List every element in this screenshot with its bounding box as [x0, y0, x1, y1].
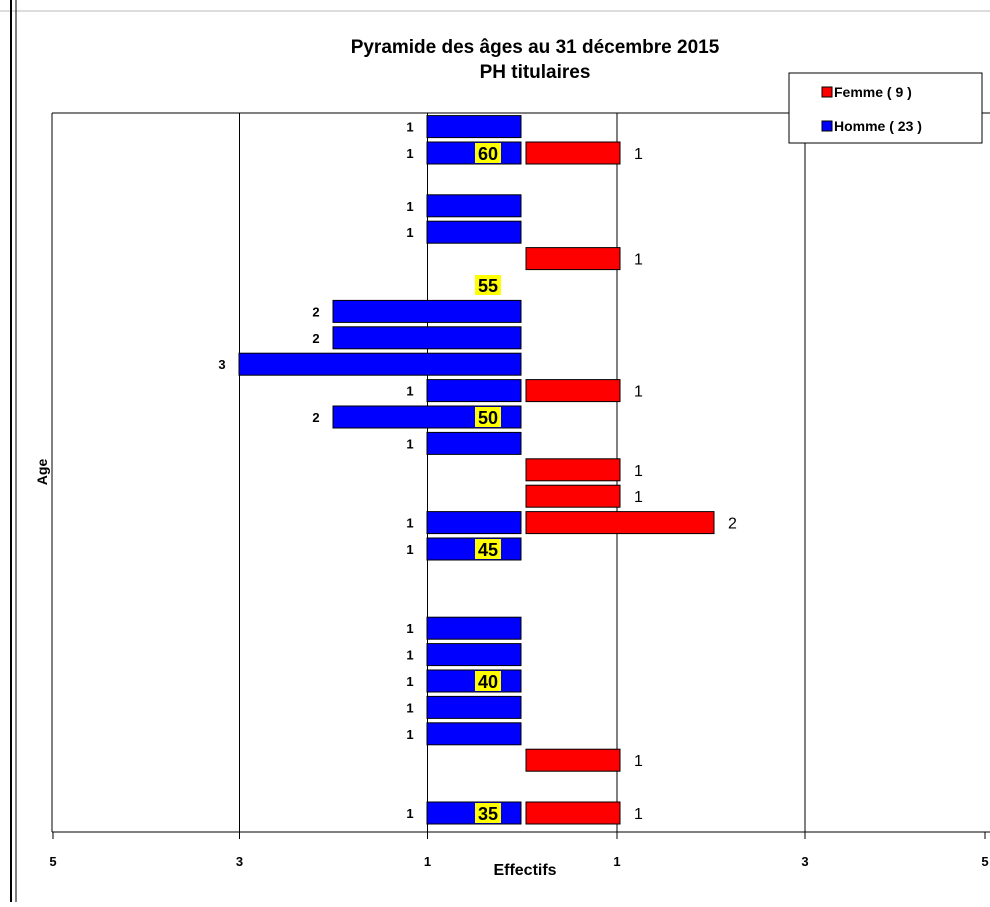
homme-value-label: 1 — [406, 225, 413, 240]
age-label-bg — [475, 539, 501, 559]
homme-value-label: 1 — [406, 648, 413, 663]
homme-bar — [426, 695, 522, 719]
homme-bar — [426, 194, 522, 218]
homme-value-label: 1 — [406, 542, 413, 557]
age-label-bg — [475, 275, 501, 295]
homme-value-label: 1 — [406, 516, 413, 531]
x-axis: 5 3 1 1 3 5 — [49, 831, 990, 869]
femme-bar — [525, 801, 621, 825]
age-label-bg — [475, 803, 501, 823]
homme-bar — [332, 299, 522, 323]
femme-value-label: 1 — [634, 753, 643, 770]
legend: Femme ( 9 ) Homme ( 23 ) — [788, 72, 983, 144]
homme-bar — [426, 643, 522, 667]
femme-bar — [525, 748, 621, 772]
homme-bar — [332, 405, 522, 429]
homme-value-label: 2 — [312, 304, 319, 319]
homme-bar — [426, 115, 522, 139]
homme-value-label: 1 — [406, 621, 413, 636]
femme-bar — [525, 484, 621, 508]
chart-subtitle: PH titulaires — [480, 62, 591, 83]
femme-value-label: 1 — [634, 384, 643, 401]
homme-bar — [426, 669, 522, 693]
age-label: 50 — [478, 408, 498, 428]
homme-bar — [426, 379, 522, 403]
homme-bar — [426, 537, 522, 561]
homme-value-label: 1 — [406, 700, 413, 715]
x-axis-title: Effectifs — [493, 862, 556, 879]
femme-bar — [525, 458, 621, 482]
x-tick-label: 3 — [236, 854, 243, 869]
age-label: 45 — [478, 540, 498, 560]
femme-value-label: 1 — [634, 489, 643, 506]
legend-swatch-femme — [821, 86, 833, 98]
homme-value-label: 2 — [312, 410, 319, 425]
legend-box — [788, 72, 983, 144]
femme-value-label: 1 — [634, 463, 643, 480]
legend-swatch-homme — [821, 120, 833, 132]
femme-value-label: 1 — [634, 146, 643, 163]
age-label-bg — [475, 407, 501, 427]
homme-bar — [426, 722, 522, 746]
femme-value-label: 1 — [634, 252, 643, 269]
legend-label-femme: Femme ( 9 ) — [834, 84, 912, 100]
age-label: 55 — [478, 276, 498, 296]
femme-value-label: 2 — [728, 516, 737, 533]
legend-label-homme: Homme ( 23 ) — [834, 118, 922, 134]
y-axis-title: Age — [34, 459, 50, 486]
x-tick-label: 5 — [49, 854, 56, 869]
age-label: 40 — [478, 672, 498, 692]
x-tick-label: 1 — [424, 854, 431, 869]
femme-value-label: 1 — [634, 806, 643, 823]
x-tick-label: 3 — [801, 854, 808, 869]
homme-value-label: 1 — [406, 674, 413, 689]
x-tick-label: 1 — [613, 854, 620, 869]
chart-title: Pyramide des âges au 31 décembre 2015 — [351, 37, 720, 58]
homme-bar — [426, 141, 522, 165]
age-label-bg — [475, 671, 501, 691]
homme-value-label: 1 — [406, 727, 413, 742]
bars-layer — [238, 115, 715, 825]
homme-bar — [426, 431, 522, 455]
femme-bar — [525, 247, 621, 271]
homme-value-label: 1 — [406, 199, 413, 214]
femme-bar — [525, 141, 621, 165]
femme-bar — [525, 379, 621, 403]
homme-value-label: 2 — [312, 331, 319, 346]
homme-value-label: 1 — [406, 384, 413, 399]
homme-value-label: 1 — [406, 436, 413, 451]
homme-bar — [426, 801, 522, 825]
homme-bar — [426, 511, 522, 535]
age-label: 35 — [478, 804, 498, 824]
homme-value-label: 1 — [406, 120, 413, 135]
homme-bar — [426, 220, 522, 244]
homme-value-label: 3 — [218, 357, 225, 372]
age-label: 60 — [478, 144, 498, 164]
homme-bar — [238, 352, 522, 376]
homme-value-label: 1 — [406, 806, 413, 821]
homme-bar — [332, 326, 522, 350]
age-label-bg — [475, 143, 501, 163]
homme-bar — [426, 616, 522, 640]
x-tick-label: 5 — [981, 854, 988, 869]
femme-bar — [525, 511, 715, 535]
labels-layer: 1 1 1 1 1 2 1 1 1 1 1 1 2 2 3 1 2 1 1 1 1 1 1 1 1 1 60 55 50 45 40 35 — [218, 120, 737, 824]
homme-value-label: 1 — [406, 146, 413, 161]
